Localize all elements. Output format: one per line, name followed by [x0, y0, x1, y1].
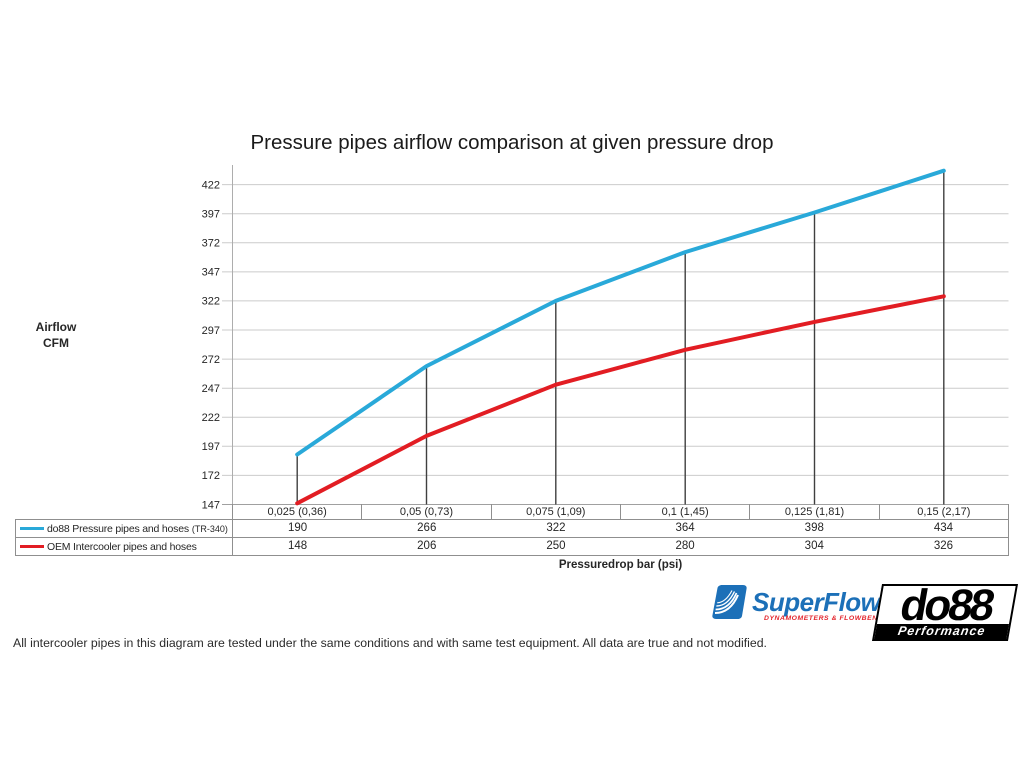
category-label: 0,025 (0,36) [232, 504, 361, 519]
superflow-swoosh-icon [712, 585, 747, 624]
table-row: OEM Intercooler pipes and hoses 148 206 250… [16, 538, 1008, 556]
chart-title: Pressure pipes airflow comparison at giv… [250, 131, 774, 154]
svg-text:272: 272 [202, 354, 220, 366]
svg-text:372: 372 [202, 238, 220, 250]
svg-text:347: 347 [202, 267, 220, 279]
superflow-name: SuperFlow [752, 587, 881, 617]
category-label: 0,15 (2,17) [878, 504, 1009, 519]
x-axis-title: Pressuredrop bar (psi) [558, 559, 683, 571]
value-cell: 434 [933, 522, 954, 534]
category-row: 0,025 (0,36) 0,05 (0,73) 0,075 (1,09) 0,1 (… [232, 504, 1009, 519]
svg-text:147: 147 [202, 499, 220, 511]
value-cell: 280 [675, 540, 695, 552]
series-line-swatch [20, 544, 44, 549]
legend-cell: do88 Pressure pipes and hoses (TR-340) [16, 520, 233, 537]
series-name: do88 Pressure pipes and hoses [47, 522, 189, 535]
superflow-tagline: DYNAMOMETERS & FLOWBENCHES [764, 615, 899, 622]
y-axis-label-line2: CFM [43, 336, 69, 350]
svg-text:397: 397 [202, 209, 220, 221]
do88-performance-bar: Performance [874, 624, 1009, 639]
value-cell: 398 [804, 522, 824, 534]
category-label: 0,125 (1,81) [749, 504, 878, 519]
category-label: 0,05 (0,73) [361, 504, 490, 519]
svg-text:197: 197 [202, 441, 220, 453]
value-cell: 304 [804, 540, 824, 552]
legend-cell: OEM Intercooler pipes and hoses [16, 538, 233, 555]
series-name: OEM Intercooler pipes and hoses [47, 540, 197, 553]
category-label: 0,1 (1,45) [619, 504, 749, 519]
value-cell: 322 [546, 522, 566, 534]
y-axis-label-line1: Airflow [35, 320, 77, 334]
svg-text:322: 322 [202, 296, 220, 308]
footnote-text: All intercooler pipes in this diagram ar… [13, 636, 767, 650]
svg-text:297: 297 [202, 325, 220, 337]
svg-text:247: 247 [202, 383, 220, 395]
value-cell: 364 [675, 522, 695, 534]
y-axis-label: Airflow CFM [12, 319, 100, 351]
svg-text:222: 222 [202, 412, 220, 424]
superflow-text: SuperFlow™ DYNAMOMETERS & FLOWBENCHES [752, 585, 899, 622]
svg-text:422: 422 [202, 179, 220, 191]
value-cell: 250 [546, 540, 566, 552]
svg-text:172: 172 [202, 470, 220, 482]
category-label: 0,075 (1,09) [490, 504, 620, 519]
value-cell: 266 [417, 522, 437, 534]
value-cell: 148 [287, 540, 308, 552]
table-row: do88 Pressure pipes and hoses (TR-340) 190… [16, 520, 1008, 538]
do88-logo: do88 Performance [871, 581, 1019, 641]
data-table: do88 Pressure pipes and hoses (TR-340) 190… [15, 519, 1009, 556]
value-cell: 190 [287, 522, 308, 534]
superflow-logo: SuperFlow™ DYNAMOMETERS & FLOWBENCHES [712, 585, 899, 624]
series-line-swatch [20, 526, 44, 531]
value-cell: 326 [933, 540, 954, 552]
do88-logo-text: do88 [896, 581, 996, 630]
value-cell: 206 [417, 540, 437, 552]
series-name-suffix: (TR-340) [191, 523, 228, 534]
